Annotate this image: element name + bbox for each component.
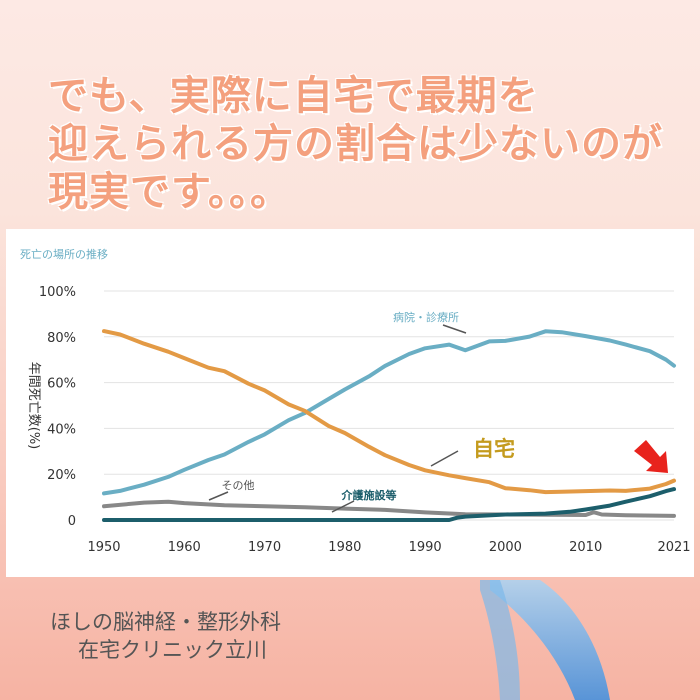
chart-title: 死亡の場所の推移 (20, 247, 108, 261)
y-tick-label: 80% (47, 331, 76, 346)
care-facility-series-label: 介護施設等 (341, 488, 397, 502)
place-of-death-chart: 死亡の場所の推移 年間死亡数(%) 0 20% 40% 60% 80% 100% 1950 1… (20, 247, 691, 555)
clinic-name: ほしの脳神経・整形外科 在宅クリニック立川 (50, 608, 281, 664)
x-tick-label: 2021 (657, 540, 690, 555)
y-tick-label: 60% (47, 377, 76, 392)
label-leader-line (430, 450, 459, 467)
home-series-line (102, 329, 676, 495)
y-tick-label: 40% (47, 422, 76, 437)
y-tick-label: 100% (39, 285, 76, 300)
hospital-series-line (102, 329, 676, 496)
label-leader-line (331, 500, 355, 513)
decorative-shapes (480, 580, 610, 700)
blue-ribbon-shape (490, 580, 610, 700)
red-arrow-icon (634, 440, 668, 473)
care-facility-series-line (102, 487, 676, 522)
other-series-line (102, 499, 676, 518)
x-tick-label: 1950 (87, 540, 120, 555)
other-series-label: その他 (222, 479, 255, 492)
headline-line-1: でも、実際に自宅で最期を (48, 73, 539, 119)
x-tick-label: 1990 (409, 540, 442, 555)
series-lines (102, 329, 676, 522)
home-series-label: 自宅 (473, 437, 515, 461)
grid-lines (104, 290, 674, 521)
x-tick-label: 1980 (328, 540, 361, 555)
y-tick-label: 0 (68, 514, 76, 529)
headline-line-2: 迎えられる方の割合は少ないのが (48, 121, 663, 167)
clinic-name-line-2: 在宅クリニック立川 (78, 638, 267, 662)
highlight-arrow (634, 440, 668, 473)
x-tick-label: 1960 (168, 540, 201, 555)
hospital-series-label: 病院・診療所 (393, 310, 459, 324)
x-tick-label: 2000 (489, 540, 522, 555)
label-leader-line (442, 324, 467, 334)
clinic-name-line-1: ほしの脳神経・整形外科 (50, 610, 281, 634)
x-tick-label: 1970 (248, 540, 281, 555)
x-tick-label: 2010 (569, 540, 602, 555)
label-leader-line (208, 491, 229, 501)
headline-line-3: 現実です。。。 (48, 169, 291, 215)
headline: でも、実際に自宅で最期を 迎えられる方の割合は少ないのが 現実です。。。 (48, 72, 688, 216)
axis-ticks: 0 20% 40% 60% 80% 100% 1950 1960 1970 1980 1990 200… (39, 285, 691, 555)
y-axis-label: 年間死亡数(%) (26, 362, 41, 450)
blue-ribbon-shape-2 (480, 580, 520, 700)
y-tick-label: 20% (47, 468, 76, 483)
chart-card: 死亡の場所の推移 年間死亡数(%) 0 20% 40% 60% 80% 100% 1950 1… (6, 229, 694, 577)
